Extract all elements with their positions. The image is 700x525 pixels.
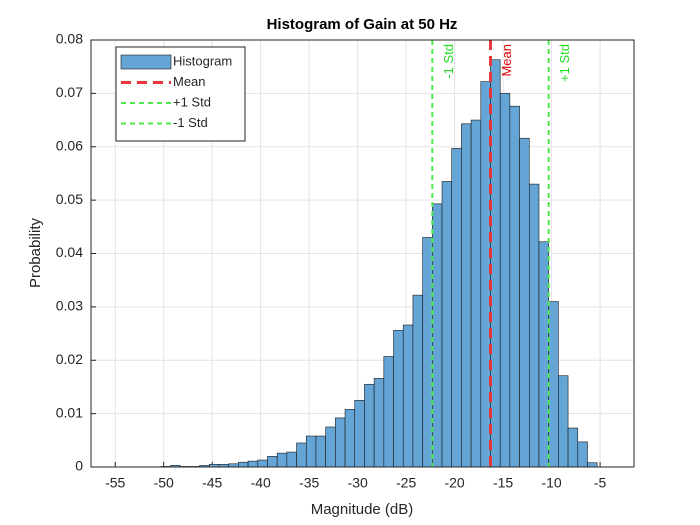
x-tick-label: -35 xyxy=(299,475,319,491)
bar xyxy=(461,123,472,468)
bar xyxy=(315,435,326,468)
x-tick-label: -15 xyxy=(493,475,513,491)
bar xyxy=(412,294,423,468)
bar xyxy=(587,462,598,468)
bar xyxy=(470,119,482,468)
bar xyxy=(344,409,356,468)
y-tick-label: 0.05 xyxy=(56,191,83,207)
x-tick-label: -45 xyxy=(202,475,222,491)
y-tick-label: 0.08 xyxy=(56,31,83,47)
bar xyxy=(335,417,346,468)
bar xyxy=(548,301,559,468)
bar xyxy=(567,427,579,468)
reference-label: Mean xyxy=(499,44,514,77)
x-tick-label: -25 xyxy=(396,475,416,491)
x-tick-label: -40 xyxy=(251,475,271,491)
reference-label: +1 Std xyxy=(557,44,572,82)
legend-label: +1 Std xyxy=(173,94,211,109)
bar xyxy=(238,461,249,468)
bar xyxy=(373,378,385,468)
y-tick-label: 0.06 xyxy=(56,137,83,153)
x-tick-label: -30 xyxy=(348,475,368,491)
y-tick-label: 0 xyxy=(75,458,83,474)
bar xyxy=(364,383,375,468)
bar xyxy=(451,148,462,468)
y-tick-label: 0.02 xyxy=(56,351,83,367)
legend-label: Histogram xyxy=(173,53,232,68)
bar xyxy=(267,456,278,468)
legend-label: -1 Std xyxy=(173,115,208,130)
x-tick-label: -50 xyxy=(154,475,174,491)
legend-swatch xyxy=(120,54,172,70)
bar xyxy=(257,459,268,468)
bar xyxy=(247,460,259,468)
x-tick-label: -20 xyxy=(444,475,464,491)
bar xyxy=(286,451,297,468)
chart-title: Histogram of Gain at 50 Hz xyxy=(267,16,458,33)
bar xyxy=(422,237,433,468)
bar xyxy=(325,426,336,468)
bar xyxy=(276,452,288,468)
bar xyxy=(499,93,511,468)
bar xyxy=(441,181,453,468)
bar xyxy=(528,183,540,468)
x-tick-label: -55 xyxy=(105,475,125,491)
bar xyxy=(296,442,307,468)
bar xyxy=(519,137,530,468)
y-tick-label: 0.01 xyxy=(56,404,83,420)
bar xyxy=(305,435,317,468)
y-tick-label: 0.04 xyxy=(56,244,83,260)
bar xyxy=(558,375,569,468)
bar xyxy=(354,399,365,468)
reference-label: -1 Std xyxy=(441,44,456,79)
bar xyxy=(393,330,404,468)
bar xyxy=(402,324,414,468)
bar xyxy=(432,203,443,468)
bar xyxy=(509,105,520,468)
x-tick-label: -5 xyxy=(594,475,607,491)
y-tick-label: 0.03 xyxy=(56,298,83,314)
y-tick-label: 0.07 xyxy=(56,84,83,100)
bar xyxy=(538,241,549,468)
legend-label: Mean xyxy=(173,74,206,89)
x-tick-label: -10 xyxy=(541,475,561,491)
axes-frame xyxy=(90,39,635,468)
y-axis-label: Probability xyxy=(27,217,44,288)
bar xyxy=(577,441,588,468)
x-axis-label: Magnitude (dB) xyxy=(311,501,414,518)
bar xyxy=(383,356,394,468)
